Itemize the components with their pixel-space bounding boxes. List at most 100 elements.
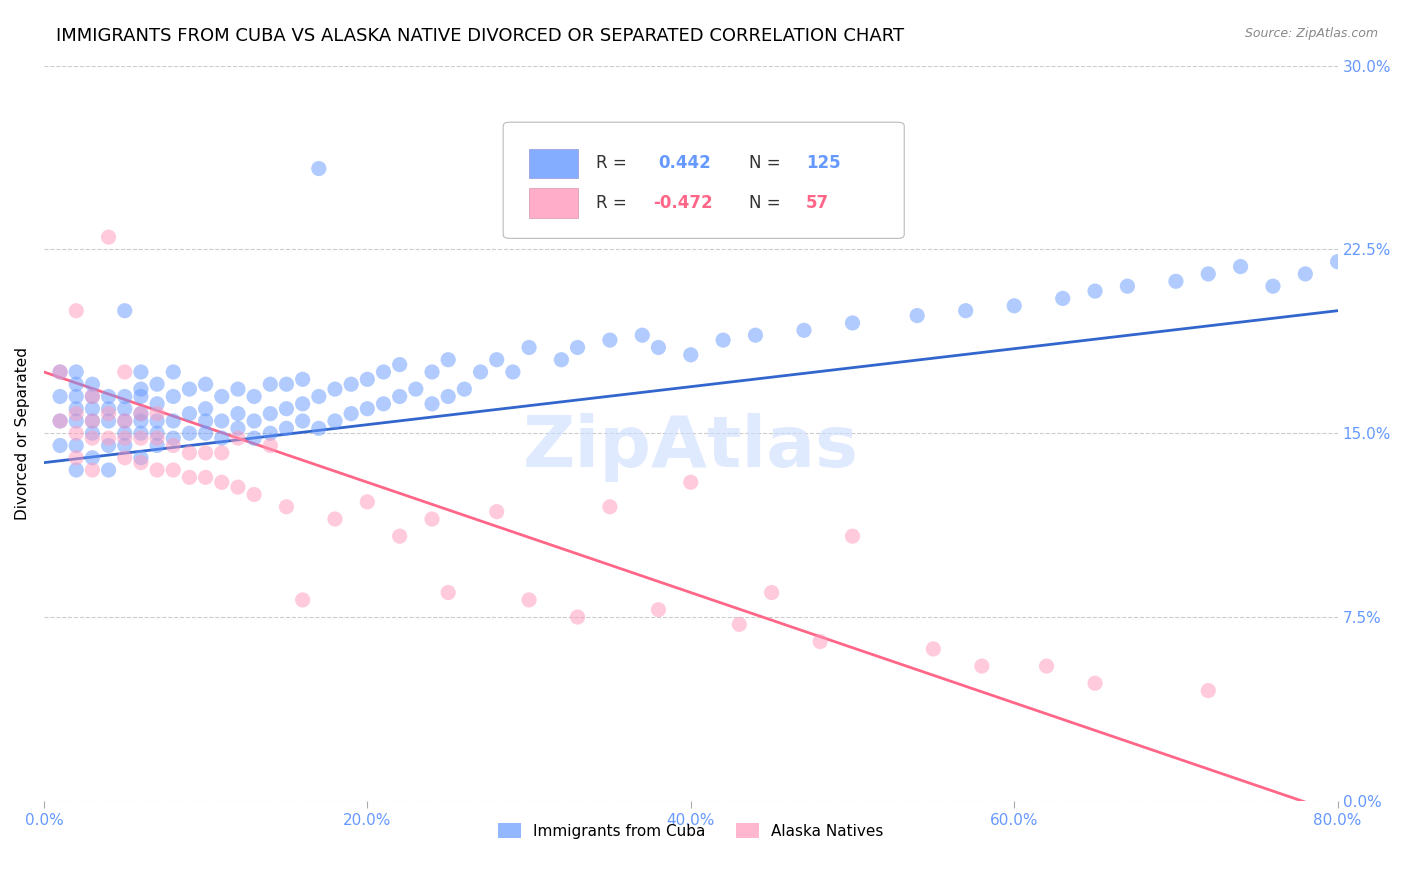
Point xyxy=(82,401,104,416)
Point xyxy=(82,389,104,403)
Point xyxy=(955,303,977,318)
Point xyxy=(226,421,249,435)
Text: 57: 57 xyxy=(806,194,830,212)
Point xyxy=(146,414,169,428)
Point xyxy=(211,431,233,445)
Point xyxy=(114,401,136,416)
Point xyxy=(970,659,993,673)
Point xyxy=(631,328,654,343)
Point xyxy=(1261,279,1284,293)
Bar xyxy=(529,188,578,218)
Point xyxy=(308,389,330,403)
Point xyxy=(373,365,395,379)
Point xyxy=(114,450,136,465)
Point xyxy=(599,500,621,514)
Point xyxy=(65,377,87,392)
Point xyxy=(65,401,87,416)
Point xyxy=(711,333,734,347)
Point xyxy=(1197,267,1219,281)
Point xyxy=(129,426,152,441)
Point xyxy=(567,341,589,355)
Point xyxy=(485,352,508,367)
Point xyxy=(437,352,460,367)
Point xyxy=(1084,284,1107,298)
Point xyxy=(808,634,831,648)
Point xyxy=(194,446,217,460)
Point xyxy=(194,401,217,416)
Point xyxy=(146,431,169,445)
Point xyxy=(179,446,201,460)
Point xyxy=(356,495,378,509)
Point xyxy=(129,450,152,465)
Point xyxy=(82,463,104,477)
Point xyxy=(905,309,928,323)
Point xyxy=(82,389,104,403)
Point xyxy=(97,414,120,428)
Point xyxy=(65,463,87,477)
Bar xyxy=(529,149,578,178)
Point xyxy=(49,365,72,379)
Point xyxy=(1294,267,1316,281)
Point xyxy=(49,414,72,428)
Point xyxy=(259,438,281,452)
Text: -0.472: -0.472 xyxy=(654,194,713,212)
Point xyxy=(340,377,363,392)
Text: IMMIGRANTS FROM CUBA VS ALASKA NATIVE DIVORCED OR SEPARATED CORRELATION CHART: IMMIGRANTS FROM CUBA VS ALASKA NATIVE DI… xyxy=(56,27,904,45)
Point xyxy=(194,470,217,484)
Point xyxy=(65,407,87,421)
Point xyxy=(49,414,72,428)
Point xyxy=(517,341,540,355)
Point xyxy=(373,397,395,411)
Point xyxy=(291,397,314,411)
Point xyxy=(388,529,411,543)
Point xyxy=(129,407,152,421)
Point xyxy=(259,377,281,392)
Point xyxy=(1035,659,1057,673)
Point xyxy=(405,382,427,396)
Point xyxy=(114,414,136,428)
Point xyxy=(211,414,233,428)
Point xyxy=(599,333,621,347)
Point xyxy=(129,456,152,470)
Point xyxy=(728,617,751,632)
Point xyxy=(65,303,87,318)
Point xyxy=(97,230,120,244)
Point xyxy=(194,377,217,392)
Text: R =: R = xyxy=(596,154,627,172)
Point xyxy=(65,414,87,428)
Text: ZipAtlas: ZipAtlas xyxy=(523,414,859,483)
Point xyxy=(65,365,87,379)
Point xyxy=(388,358,411,372)
Point xyxy=(114,365,136,379)
Point xyxy=(356,401,378,416)
Point xyxy=(97,401,120,416)
Legend: Immigrants from Cuba, Alaska Natives: Immigrants from Cuba, Alaska Natives xyxy=(492,816,890,845)
Point xyxy=(744,328,766,343)
Point xyxy=(114,438,136,452)
Point xyxy=(65,426,87,441)
Point xyxy=(82,426,104,441)
Point xyxy=(129,365,152,379)
Point xyxy=(679,348,702,362)
Point xyxy=(162,414,184,428)
Point xyxy=(1326,254,1348,268)
Point xyxy=(1084,676,1107,690)
Point xyxy=(291,593,314,607)
Point xyxy=(65,450,87,465)
Point xyxy=(291,414,314,428)
Point xyxy=(179,407,201,421)
Point xyxy=(420,397,443,411)
Point xyxy=(146,397,169,411)
Point xyxy=(793,323,815,337)
Point xyxy=(420,512,443,526)
Text: 125: 125 xyxy=(806,154,841,172)
Point xyxy=(162,389,184,403)
Point xyxy=(129,382,152,396)
Point xyxy=(114,426,136,441)
Text: 0.442: 0.442 xyxy=(658,154,711,172)
Point xyxy=(243,431,266,445)
Point xyxy=(97,431,120,445)
Point xyxy=(179,426,201,441)
Point xyxy=(82,431,104,445)
Point xyxy=(259,426,281,441)
